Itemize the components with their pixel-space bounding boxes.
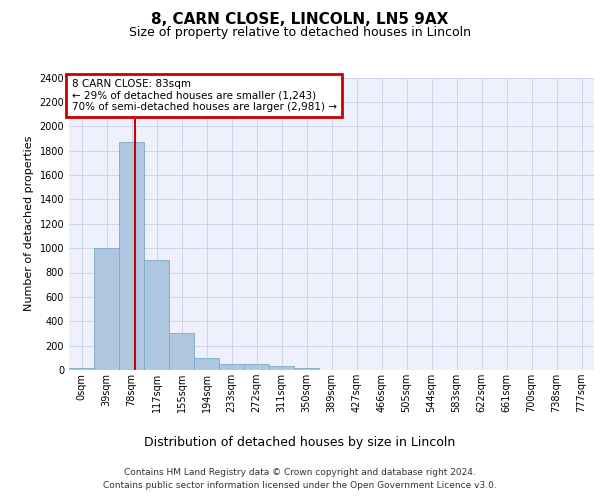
Bar	[144, 260, 169, 370]
Text: Contains HM Land Registry data © Crown copyright and database right 2024.: Contains HM Land Registry data © Crown c…	[124, 468, 476, 477]
Bar	[69, 368, 94, 370]
Text: 8, CARN CLOSE, LINCOLN, LN5 9AX: 8, CARN CLOSE, LINCOLN, LN5 9AX	[151, 12, 449, 28]
Bar	[269, 366, 294, 370]
Text: 8 CARN CLOSE: 83sqm
← 29% of detached houses are smaller (1,243)
70% of semi-det: 8 CARN CLOSE: 83sqm ← 29% of detached ho…	[71, 79, 337, 112]
Text: Size of property relative to detached houses in Lincoln: Size of property relative to detached ho…	[129, 26, 471, 39]
Bar	[119, 142, 144, 370]
Bar	[219, 364, 244, 370]
Bar	[194, 358, 219, 370]
Bar	[94, 248, 119, 370]
Bar	[244, 364, 269, 370]
Text: Contains public sector information licensed under the Open Government Licence v3: Contains public sector information licen…	[103, 482, 497, 490]
Bar	[169, 333, 194, 370]
Bar	[294, 368, 319, 370]
Text: Distribution of detached houses by size in Lincoln: Distribution of detached houses by size …	[145, 436, 455, 449]
Y-axis label: Number of detached properties: Number of detached properties	[24, 136, 34, 312]
